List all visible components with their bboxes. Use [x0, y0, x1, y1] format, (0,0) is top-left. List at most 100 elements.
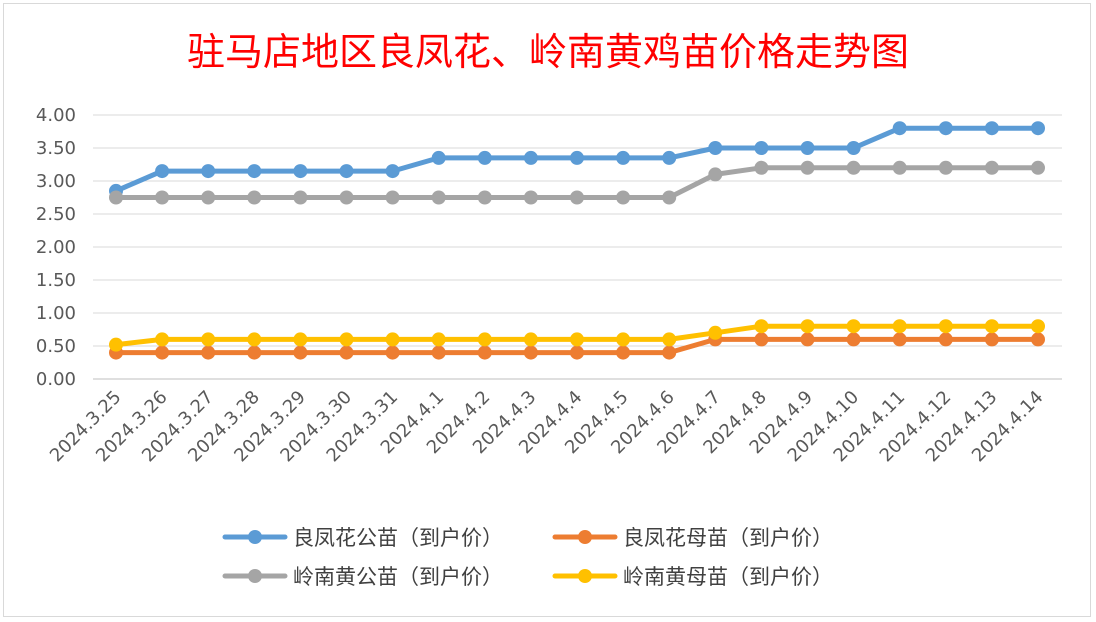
data-point	[800, 141, 815, 155]
legend-swatch-marker	[578, 530, 592, 544]
data-point	[339, 164, 354, 179]
data-point	[708, 167, 723, 182]
x-axis-ticks: 2024.3.252024.3.262024.3.272024.3.282024…	[46, 387, 1048, 467]
data-point	[247, 345, 262, 360]
chart-title: 驻马店地区良凤花、岭南黄鸡苗价格走势图	[187, 30, 909, 74]
data-point	[892, 121, 907, 136]
data-point	[570, 150, 584, 165]
y-tick-label: 4.00	[36, 105, 76, 126]
y-tick-label: 1.00	[36, 303, 76, 324]
data-point	[431, 150, 446, 165]
data-point	[201, 345, 216, 360]
data-point	[155, 332, 170, 347]
data-point	[662, 190, 677, 205]
y-tick-label: 2.00	[36, 237, 76, 258]
legend-item: 良凤花公苗（到户价）	[222, 526, 503, 550]
legend-swatch-marker	[578, 569, 592, 583]
data-point	[385, 164, 400, 179]
data-point	[800, 319, 815, 334]
data-point	[201, 332, 216, 347]
series-4	[109, 319, 1045, 352]
data-point	[385, 345, 400, 360]
legend-label: 岭南黄母苗（到户价）	[623, 565, 833, 589]
data-point	[892, 160, 907, 175]
series-lines	[109, 121, 1045, 360]
data-point	[1031, 121, 1045, 136]
data-point	[431, 190, 446, 205]
y-tick-label: 0.00	[36, 369, 76, 390]
data-point	[523, 345, 538, 360]
data-point	[109, 190, 123, 205]
legend-swatch-marker	[248, 569, 262, 583]
data-point	[523, 150, 538, 165]
data-point	[892, 319, 907, 334]
y-tick-label: 2.50	[36, 204, 76, 225]
data-point	[247, 164, 262, 179]
y-tick-label: 1.50	[36, 270, 76, 291]
data-point	[754, 160, 769, 175]
data-point	[616, 332, 631, 347]
data-point	[846, 319, 861, 334]
legend-label: 良凤花母苗（到户价）	[623, 526, 833, 550]
data-point	[477, 150, 492, 165]
data-point	[339, 190, 354, 205]
data-point	[846, 141, 861, 155]
data-point	[570, 190, 584, 205]
legend-label: 良凤花公苗（到户价）	[293, 526, 503, 550]
data-point	[616, 190, 631, 205]
data-point	[938, 160, 953, 175]
series-1	[109, 121, 1045, 198]
data-point	[155, 345, 170, 360]
data-point	[938, 332, 953, 347]
data-point	[477, 345, 492, 360]
data-point	[570, 332, 584, 347]
data-point	[938, 121, 953, 136]
legend-item: 岭南黄母苗（到户价）	[552, 565, 833, 589]
data-point	[293, 345, 308, 360]
data-point	[523, 332, 538, 347]
data-point	[846, 160, 861, 175]
data-point	[754, 332, 769, 347]
legend-label: 岭南黄公苗（到户价）	[293, 565, 503, 589]
legend-swatch-marker	[248, 530, 262, 544]
data-point	[477, 190, 492, 205]
data-point	[339, 345, 354, 360]
data-point	[155, 190, 170, 205]
data-point	[247, 190, 262, 205]
data-point	[570, 345, 584, 360]
data-point	[754, 319, 769, 334]
data-point	[1031, 160, 1045, 175]
data-point	[938, 319, 953, 334]
data-point	[247, 332, 262, 347]
data-point	[385, 332, 400, 347]
legend-item: 良凤花母苗（到户价）	[552, 526, 833, 550]
data-point	[984, 332, 999, 347]
data-point	[431, 345, 446, 360]
data-point	[477, 332, 492, 347]
series-3	[109, 160, 1045, 205]
data-point	[892, 332, 907, 347]
data-point	[616, 150, 631, 165]
data-point	[1031, 332, 1045, 347]
data-point	[293, 190, 308, 205]
data-point	[339, 332, 354, 347]
data-point	[984, 121, 999, 136]
data-point	[201, 164, 216, 179]
data-point	[708, 325, 723, 340]
data-point	[616, 345, 631, 360]
data-point	[754, 141, 769, 155]
data-point	[800, 332, 815, 347]
data-point	[109, 337, 123, 352]
legend-item: 岭南黄公苗（到户价）	[222, 565, 503, 589]
data-point	[523, 190, 538, 205]
data-point	[846, 332, 861, 347]
data-point	[800, 160, 815, 175]
chart-frame	[3, 3, 1091, 617]
y-tick-label: 0.50	[36, 336, 76, 357]
legend: 良凤花公苗（到户价） 良凤花母苗（到户价） 岭南黄公苗（到户价） 岭南黄母苗（到户价）	[222, 526, 833, 589]
data-point	[1031, 319, 1045, 334]
data-point	[201, 190, 216, 205]
data-point	[708, 141, 723, 155]
data-point	[984, 160, 999, 175]
